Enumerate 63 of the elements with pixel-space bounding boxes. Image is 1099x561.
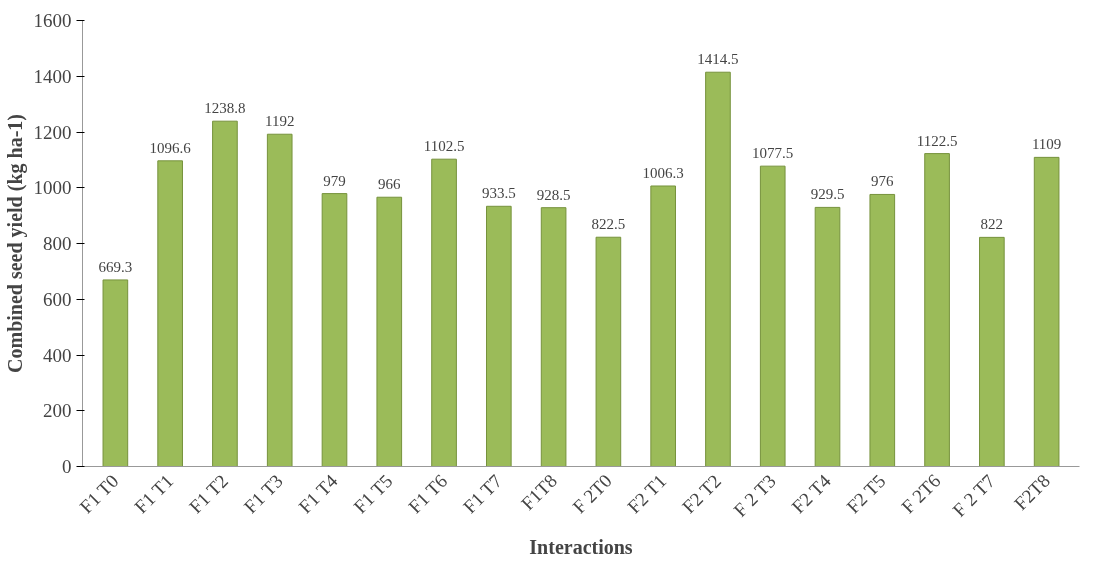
x-tick-label: F2 T5 [842, 470, 890, 518]
x-tick-label: F2 T4 [787, 469, 836, 518]
x-tick-label: F1 T3 [239, 470, 287, 518]
data-label: 928.5 [536, 186, 571, 203]
y-tick-label: 800 [43, 233, 72, 254]
data-label: 979 [323, 172, 346, 189]
bar [759, 165, 786, 467]
x-tick-label: F1 T5 [349, 470, 397, 518]
y-tick-label: 1000 [33, 177, 72, 199]
data-label: 929.5 [810, 186, 845, 203]
bar [157, 160, 183, 467]
x-tick-label: F2 T1 [623, 470, 671, 518]
x-tick-label: F1 T4 [294, 469, 343, 518]
x-tick-label: F1 T0 [75, 470, 123, 518]
data-label: 1109 [1031, 136, 1062, 153]
bar [486, 205, 512, 467]
bar [814, 206, 841, 467]
y-tick-label: 1600 [33, 10, 72, 31]
data-label: 976 [871, 173, 895, 190]
data-label: 966 [378, 176, 402, 193]
x-tick-label: F 2 T7 [948, 470, 1000, 521]
x-tick-label: F 2 T3 [729, 470, 780, 521]
bar [540, 207, 567, 467]
bar [650, 185, 676, 467]
x-tick-label: F1 T7 [458, 470, 507, 518]
y-tick-label: 200 [43, 400, 72, 422]
bar [212, 120, 238, 467]
bar [705, 71, 731, 467]
y-tick-label: 1200 [33, 121, 72, 143]
y-axis-title: Combined seed yield (kg ha-1) [3, 114, 27, 373]
bar [869, 193, 896, 467]
bar [266, 133, 293, 467]
y-tick-label: 600 [43, 288, 72, 310]
y-tick-label: 0 [62, 456, 72, 477]
x-tick-label: F1 T6 [404, 470, 452, 518]
data-label: 822 [980, 216, 1004, 233]
data-label: 1414.5 [697, 51, 739, 68]
y-tick-label: 1400 [33, 65, 72, 87]
x-tick-label: F2 T2 [678, 470, 726, 518]
bar [376, 196, 403, 467]
data-label: 933.5 [481, 185, 516, 202]
bar [595, 236, 622, 467]
data-label: 1077.5 [752, 145, 794, 162]
bar [1033, 156, 1060, 467]
data-label: 1192 [264, 113, 295, 130]
x-axis-title: Interactions [529, 536, 633, 559]
x-tick-label: F 2T6 [897, 470, 945, 518]
data-label: 1122.5 [916, 132, 958, 149]
data-label: 669.3 [98, 258, 133, 275]
data-label: 1102.5 [423, 138, 465, 155]
data-label: 1006.3 [642, 164, 684, 181]
y-tick-label: 400 [43, 344, 72, 366]
bar [924, 153, 950, 467]
bar [321, 193, 348, 467]
bar [431, 158, 457, 467]
x-tick-label: F1 T2 [185, 470, 233, 518]
data-label: 1096.6 [149, 139, 192, 156]
bar [102, 279, 129, 467]
data-label: 822.5 [591, 216, 626, 233]
x-tick-label: F 2T0 [568, 470, 616, 518]
bar [979, 236, 1005, 467]
x-tick-label: F1 T1 [130, 470, 178, 518]
data-label: 1238.8 [204, 100, 246, 117]
